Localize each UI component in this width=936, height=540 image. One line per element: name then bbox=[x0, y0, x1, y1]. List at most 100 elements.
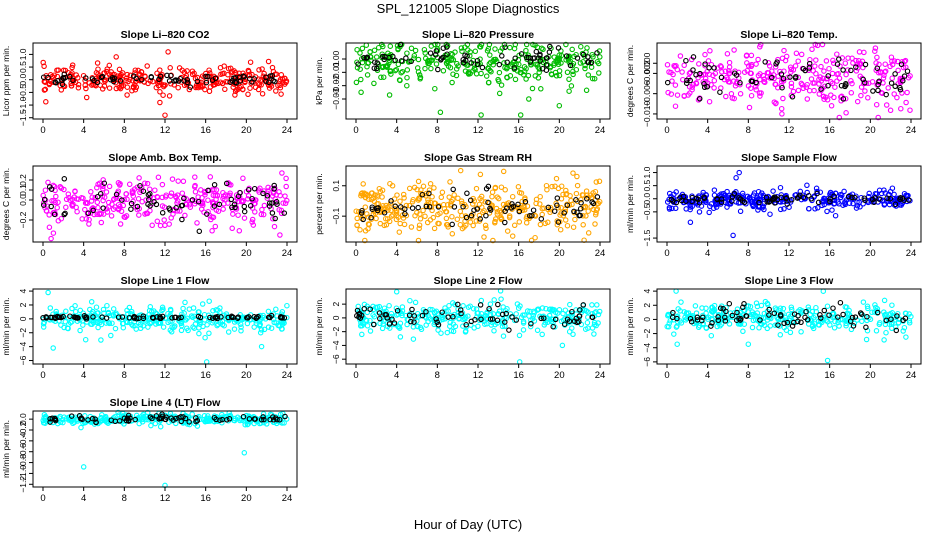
data-point bbox=[499, 323, 506, 330]
data-point bbox=[693, 320, 700, 326]
data-point bbox=[496, 61, 503, 68]
data-point bbox=[824, 357, 831, 364]
data-point bbox=[382, 215, 389, 222]
data-point bbox=[359, 331, 365, 338]
data-point bbox=[379, 325, 386, 332]
data-point bbox=[376, 185, 383, 192]
data-point bbox=[261, 416, 267, 423]
data-point bbox=[139, 198, 145, 205]
data-point bbox=[108, 417, 115, 423]
data-point bbox=[284, 302, 290, 309]
data-point bbox=[142, 74, 148, 80]
data-point bbox=[779, 84, 785, 91]
data-point bbox=[470, 305, 477, 312]
data-point bbox=[154, 194, 160, 200]
data-point bbox=[848, 78, 854, 84]
data-point bbox=[257, 185, 263, 192]
data-point bbox=[73, 72, 79, 78]
data-point bbox=[690, 54, 697, 60]
data-point bbox=[185, 414, 192, 420]
data-point bbox=[205, 187, 211, 194]
data-point bbox=[106, 71, 113, 78]
data-point bbox=[406, 185, 413, 192]
data-point bbox=[792, 75, 799, 81]
data-point bbox=[869, 196, 876, 203]
data-point bbox=[188, 313, 195, 319]
data-point bbox=[804, 96, 811, 102]
data-point bbox=[43, 99, 49, 105]
data-point bbox=[863, 324, 869, 331]
panel-title: Slope Gas Stream RH bbox=[424, 152, 532, 164]
data-point bbox=[153, 201, 160, 208]
data-point bbox=[677, 53, 684, 59]
data-point bbox=[812, 206, 818, 212]
data-point bbox=[836, 114, 843, 121]
data-point bbox=[427, 181, 434, 187]
data-point bbox=[67, 319, 74, 326]
data-point bbox=[681, 92, 688, 99]
y-axis-label: ml/min per min. bbox=[314, 297, 324, 355]
x-tick-label: 16 bbox=[824, 248, 835, 259]
data-point bbox=[283, 175, 289, 182]
data-point bbox=[673, 199, 680, 206]
data-point bbox=[58, 87, 65, 93]
data-point bbox=[697, 70, 703, 77]
x-tick-label: 24 bbox=[906, 248, 917, 259]
data-point bbox=[845, 193, 852, 200]
data-point bbox=[225, 193, 231, 199]
data-point bbox=[737, 80, 743, 86]
data-point bbox=[375, 205, 381, 211]
data-point bbox=[247, 203, 254, 209]
data-point bbox=[249, 219, 255, 225]
data-point bbox=[69, 196, 75, 203]
data-point bbox=[487, 67, 493, 74]
x-tick-label: 12 bbox=[473, 370, 484, 381]
data-point bbox=[414, 323, 421, 330]
data-point bbox=[718, 196, 725, 202]
data-point bbox=[106, 320, 113, 327]
data-point bbox=[117, 78, 124, 84]
data-point bbox=[706, 98, 713, 105]
data-point bbox=[817, 189, 824, 195]
data-point bbox=[834, 78, 840, 84]
data-point bbox=[486, 79, 492, 86]
data-point bbox=[740, 304, 746, 311]
data-point bbox=[420, 207, 426, 214]
data-point bbox=[178, 320, 184, 327]
data-point bbox=[478, 297, 485, 304]
data-point bbox=[529, 85, 536, 92]
data-point bbox=[578, 200, 584, 206]
data-point bbox=[520, 327, 527, 333]
data-point bbox=[720, 306, 727, 312]
data-point bbox=[179, 67, 185, 74]
data-point bbox=[125, 412, 132, 419]
data-point bbox=[166, 93, 173, 99]
data-point bbox=[486, 306, 492, 312]
data-point bbox=[437, 109, 444, 116]
data-point bbox=[804, 316, 811, 323]
data-point bbox=[529, 212, 535, 219]
data-point bbox=[149, 222, 155, 229]
data-point bbox=[450, 313, 456, 320]
x-tick-label: 24 bbox=[282, 125, 293, 136]
data-point bbox=[274, 416, 280, 423]
data-point bbox=[849, 194, 855, 201]
y-tick-label: −1.0 bbox=[18, 96, 28, 113]
data-point bbox=[798, 329, 804, 335]
data-point bbox=[181, 310, 187, 316]
data-point bbox=[737, 91, 744, 97]
data-point bbox=[171, 78, 178, 84]
data-point bbox=[152, 187, 158, 193]
data-point bbox=[537, 58, 543, 64]
data-point bbox=[258, 82, 264, 88]
data-point bbox=[245, 187, 252, 193]
data-point bbox=[407, 297, 413, 304]
data-point bbox=[122, 214, 128, 221]
data-point bbox=[493, 205, 500, 212]
data-point bbox=[797, 188, 804, 195]
data-point bbox=[457, 307, 464, 313]
data-point bbox=[204, 211, 210, 217]
series-main bbox=[40, 170, 290, 242]
